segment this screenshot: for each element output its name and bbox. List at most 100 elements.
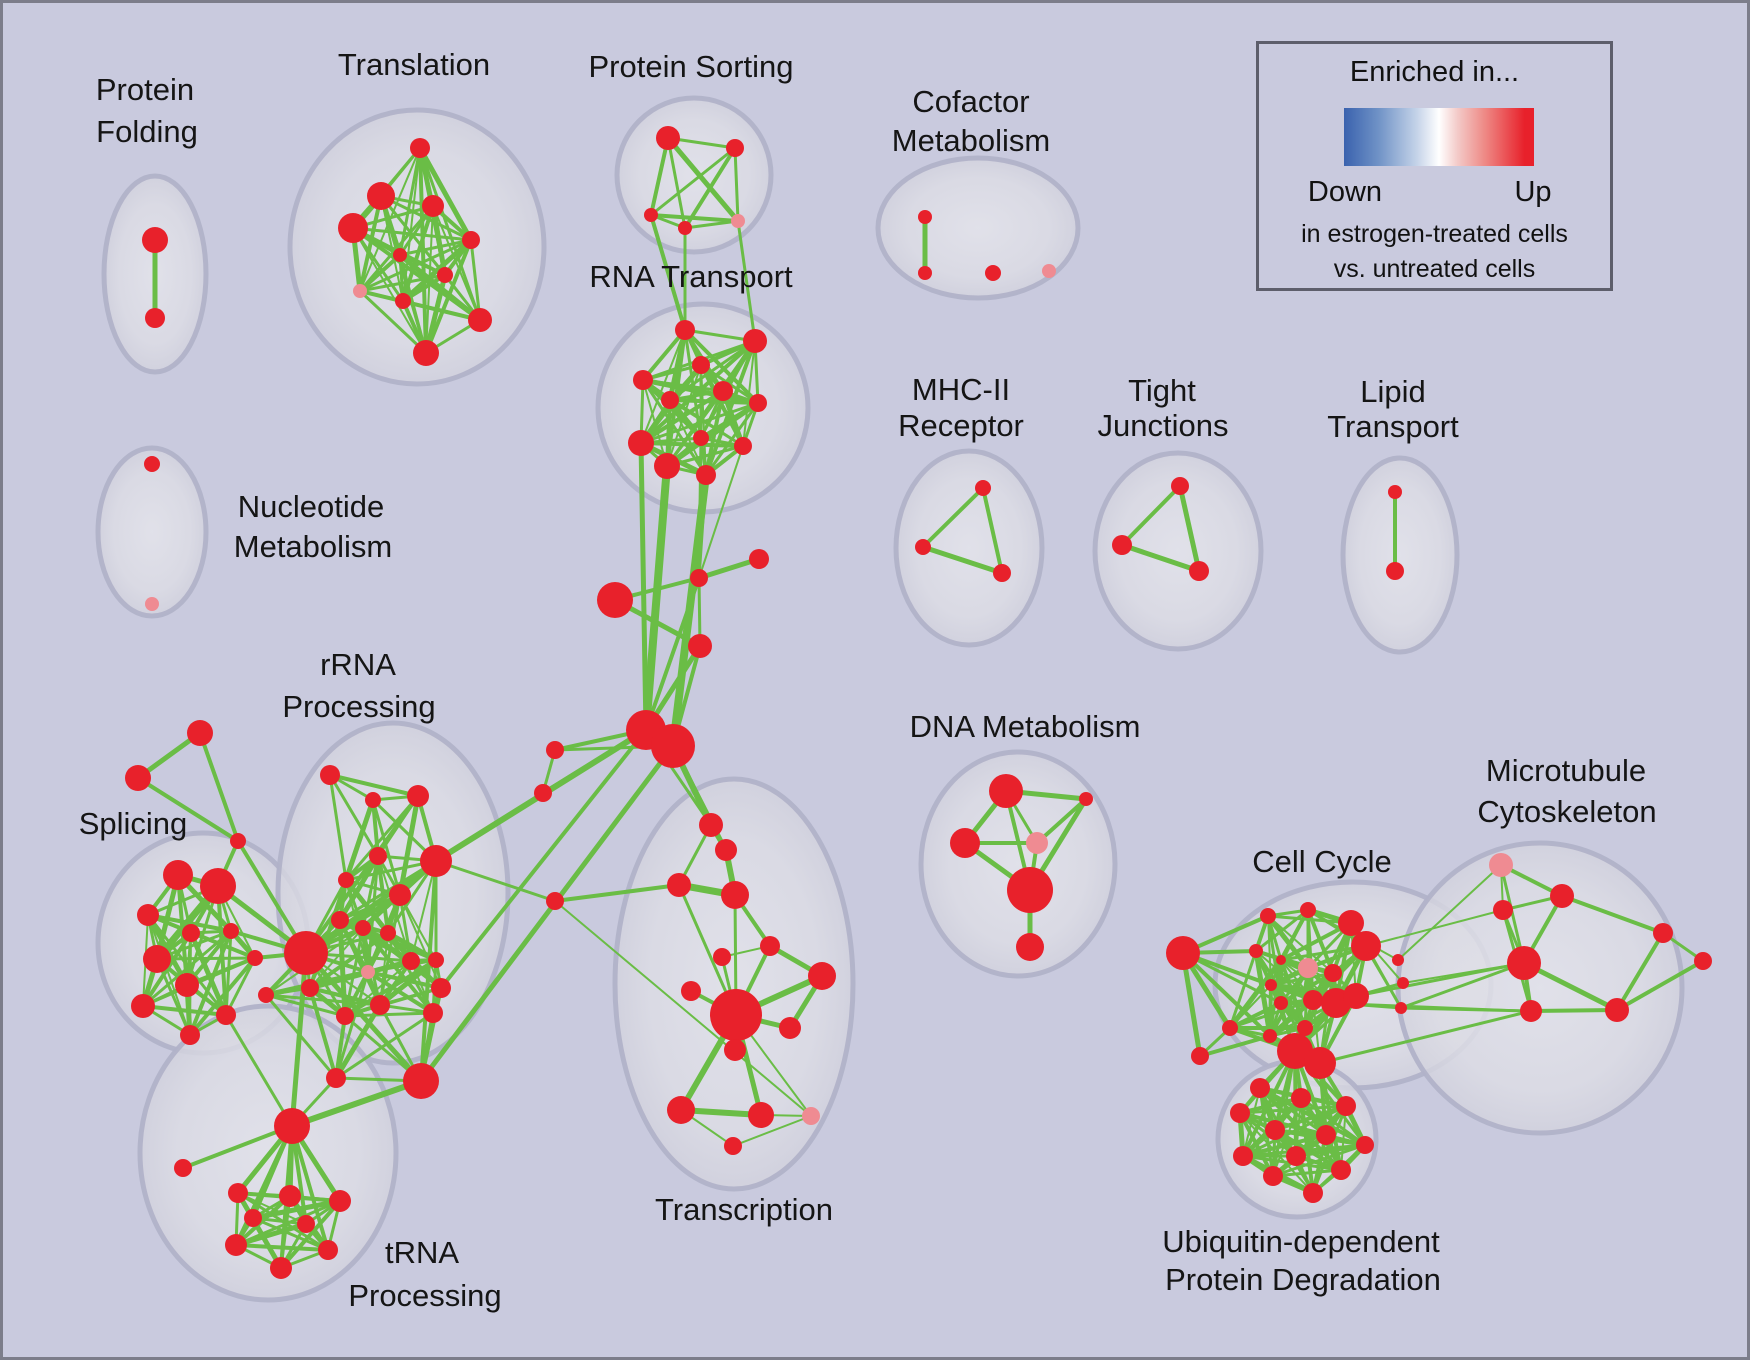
node-rrna-processing-18[interactable]: [423, 1003, 443, 1023]
node-cell-cycle-13[interactable]: [1343, 983, 1369, 1009]
node-rrna-processing-15[interactable]: [301, 979, 319, 997]
node-rrna-processing-0[interactable]: [320, 765, 340, 785]
node-dna-metabolism-0[interactable]: [989, 774, 1023, 808]
node-microtubule-cytoskeleton-0[interactable]: [1489, 853, 1513, 877]
node-rrna-processing-22[interactable]: [274, 1108, 310, 1144]
node-translation-2[interactable]: [422, 195, 444, 217]
node-microtubule-cytoskeleton-5[interactable]: [1520, 1000, 1542, 1022]
node-transcription-4[interactable]: [760, 936, 780, 956]
node-tight-junctions-2[interactable]: [1189, 561, 1209, 581]
node-cell-cycle-17[interactable]: [1191, 1047, 1209, 1065]
node-rna-transport-6[interactable]: [749, 394, 767, 412]
node-rna-transport-0[interactable]: [675, 320, 695, 340]
node-cell-cycle-16[interactable]: [1222, 1020, 1238, 1036]
node-nucleotide-metabolism-1[interactable]: [145, 597, 159, 611]
node-rrna-processing-7[interactable]: [331, 911, 349, 929]
node-transcription-5[interactable]: [713, 948, 731, 966]
node-tight-junctions-1[interactable]: [1112, 535, 1132, 555]
node-rna-transport-10[interactable]: [654, 453, 680, 479]
node-transcription-13[interactable]: [802, 1107, 820, 1125]
node-ubiquitin-degradation-5[interactable]: [1316, 1125, 1336, 1145]
node-protein-folding-0[interactable]: [142, 227, 168, 253]
node-cell-cycle-9[interactable]: [1265, 979, 1277, 991]
node-microtubule-cytoskeleton-1[interactable]: [1550, 884, 1574, 908]
node-connector-hubs-3[interactable]: [688, 634, 712, 658]
node-rrna-processing-11[interactable]: [402, 952, 420, 970]
node-cell-cycle-10[interactable]: [1274, 996, 1288, 1010]
node-protein-sorting-3[interactable]: [678, 221, 692, 235]
node-cell-cycle-0[interactable]: [1166, 936, 1200, 970]
node-transcription-7[interactable]: [681, 981, 701, 1001]
node-transcription-0[interactable]: [699, 813, 723, 837]
node-cell-cycle-11[interactable]: [1303, 990, 1323, 1010]
node-rna-transport-2[interactable]: [633, 370, 653, 390]
node-ubiquitin-degradation-3[interactable]: [1230, 1103, 1250, 1123]
node-rrna-processing-20[interactable]: [403, 1063, 439, 1099]
node-lipid-transport-1[interactable]: [1386, 562, 1404, 580]
node-splicing-6[interactable]: [175, 973, 199, 997]
node-rrna-processing-4[interactable]: [420, 845, 452, 877]
node-rrna-processing-8[interactable]: [355, 920, 371, 936]
node-rrna-processing-19[interactable]: [336, 1007, 354, 1025]
node-translation-10[interactable]: [413, 340, 439, 366]
node-rna-transport-9[interactable]: [734, 437, 752, 455]
node-transcription-6[interactable]: [808, 962, 836, 990]
node-cell-cycle-8[interactable]: [1324, 964, 1342, 982]
node-translation-7[interactable]: [353, 284, 367, 298]
node-rrna-processing-21[interactable]: [326, 1068, 346, 1088]
node-mhc-ii-receptor-0[interactable]: [975, 480, 991, 496]
node-cell-cycle-14[interactable]: [1297, 1020, 1313, 1036]
node-rrna-processing-17[interactable]: [370, 995, 390, 1015]
node-protein-sorting-0[interactable]: [656, 126, 680, 150]
node-ubiquitin-degradation-1[interactable]: [1291, 1088, 1311, 1108]
node-rna-transport-7[interactable]: [628, 430, 654, 456]
node-rrna-processing-12[interactable]: [361, 965, 375, 979]
node-ubiquitin-degradation-4[interactable]: [1265, 1120, 1285, 1140]
node-splicing-triangle-2[interactable]: [230, 833, 246, 849]
node-ubiquitin-degradation-9[interactable]: [1263, 1166, 1283, 1186]
node-splicing-7[interactable]: [216, 1005, 236, 1025]
node-trna-processing-4[interactable]: [270, 1257, 292, 1279]
node-transcription-8[interactable]: [710, 989, 762, 1041]
node-trna-processing-3[interactable]: [225, 1234, 247, 1256]
node-rna-transport-11[interactable]: [696, 465, 716, 485]
node-ubiquitin-degradation-7[interactable]: [1233, 1146, 1253, 1166]
node-protein-folding-1[interactable]: [145, 308, 165, 328]
node-ubiquitin-degradation-6[interactable]: [1356, 1136, 1374, 1154]
node-trna-processing-2[interactable]: [329, 1190, 351, 1212]
node-translation-0[interactable]: [410, 138, 430, 158]
node-translation-3[interactable]: [338, 213, 368, 243]
node-transcription-14[interactable]: [724, 1137, 742, 1155]
node-trna-processing-1[interactable]: [279, 1185, 301, 1207]
node-trna-processing-7[interactable]: [297, 1215, 315, 1233]
node-rna-transport-8[interactable]: [693, 430, 709, 446]
node-ubiquitin-degradation-11[interactable]: [1303, 1183, 1323, 1203]
node-microtubule-cytoskeleton-7[interactable]: [1694, 952, 1712, 970]
node-rna-transport-3[interactable]: [692, 356, 710, 374]
node-tight-junctions-0[interactable]: [1171, 477, 1189, 495]
node-protein-sorting-4[interactable]: [731, 214, 745, 228]
node-microtubule-cytoskeleton-6[interactable]: [1653, 923, 1673, 943]
node-rrna-processing-10[interactable]: [284, 931, 328, 975]
node-nucleotide-metabolism-0[interactable]: [144, 456, 160, 472]
node-splicing-5[interactable]: [143, 945, 171, 973]
node-microtubule-cytoskeleton-3[interactable]: [1507, 946, 1541, 980]
node-rrna-processing-14[interactable]: [431, 978, 451, 998]
node-trna-processing-8[interactable]: [174, 1159, 192, 1177]
node-ubiquitin-degradation-10[interactable]: [1331, 1160, 1351, 1180]
node-connector-hubs-6[interactable]: [546, 741, 564, 759]
node-splicing-0[interactable]: [163, 860, 193, 890]
node-rrna-processing-6[interactable]: [389, 884, 411, 906]
node-connector-hubs-1[interactable]: [749, 549, 769, 569]
node-cell-cycle-3[interactable]: [1249, 944, 1263, 958]
node-transcription-3[interactable]: [721, 881, 749, 909]
node-cell-cycle-4[interactable]: [1276, 955, 1286, 965]
node-mhc-ii-receptor-2[interactable]: [993, 564, 1011, 582]
node-cell-cycle-22[interactable]: [1392, 954, 1404, 966]
node-rrna-processing-16[interactable]: [258, 987, 274, 1003]
node-splicing-1[interactable]: [200, 868, 236, 904]
node-transcription-2[interactable]: [667, 873, 691, 897]
node-rna-transport-5[interactable]: [713, 381, 733, 401]
node-splicing-9[interactable]: [131, 994, 155, 1018]
node-lipid-transport-0[interactable]: [1388, 485, 1402, 499]
